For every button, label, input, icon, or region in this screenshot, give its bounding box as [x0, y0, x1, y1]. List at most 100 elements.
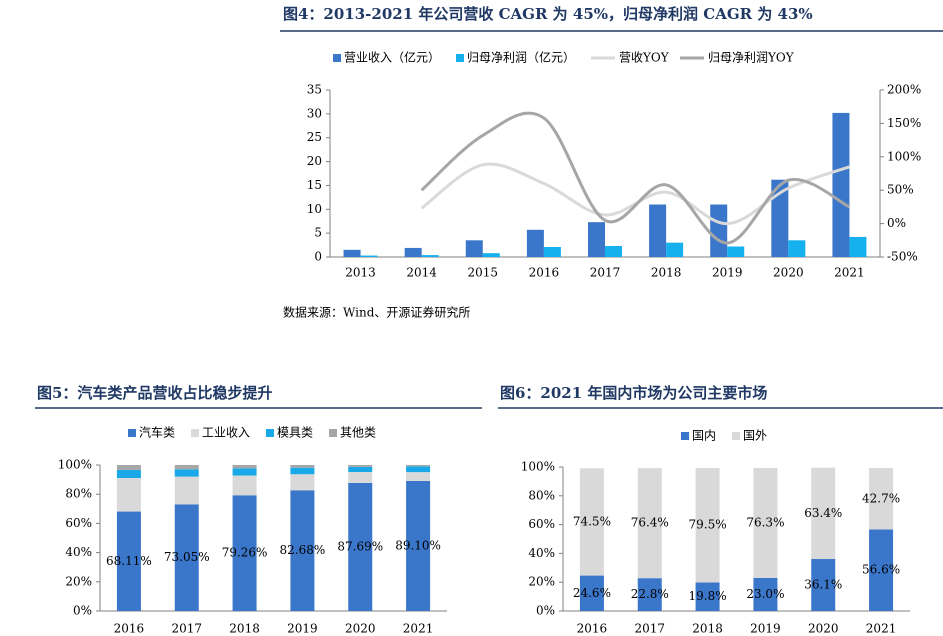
- bar: [360, 255, 378, 257]
- data-label: 24.6%: [573, 586, 611, 600]
- bar-segment: [869, 529, 894, 611]
- x-tick-label: 2018: [692, 622, 723, 636]
- data-label: 73.05%: [164, 550, 210, 564]
- bar-segment: [116, 477, 141, 512]
- y-tick-label: 20%: [65, 574, 92, 588]
- x-tick-label: 2019: [287, 622, 318, 636]
- bar: [666, 242, 684, 257]
- x-tick-label: 2013: [345, 266, 376, 280]
- x-tick-label: 2016: [577, 622, 608, 636]
- y-tick-label: 40%: [528, 546, 555, 560]
- bar-segment: [116, 511, 141, 611]
- bar-segment: [116, 469, 141, 478]
- bar: [404, 247, 422, 257]
- bar: [649, 204, 667, 257]
- bar-segment: [174, 504, 199, 611]
- legend-swatch: [732, 432, 740, 440]
- chart-title: 图4：2013-2021 年公司营收 CAGR 为 45%，归母净利润 CAGR…: [283, 5, 813, 23]
- legend-swatch: [266, 429, 274, 437]
- bar-segment: [232, 468, 257, 476]
- x-tick-label: 2021: [403, 622, 434, 636]
- legend-swatch: [681, 432, 689, 440]
- y2-tick-label: 50%: [887, 183, 914, 197]
- line-series: [420, 111, 851, 245]
- y-tick-label: 20%: [528, 575, 555, 589]
- legend-label: 归母净利润YOY: [708, 51, 795, 65]
- y-tick-label: 5: [314, 226, 322, 240]
- data-label: 36.1%: [804, 578, 842, 592]
- bar-segment: [290, 474, 315, 491]
- legend-label: 工业收入: [202, 426, 250, 440]
- bar-segment: [869, 468, 894, 530]
- data-label: 79.5%: [689, 518, 727, 532]
- data-label: 68.11%: [106, 554, 152, 568]
- y-tick-label: 100%: [521, 460, 555, 474]
- y-tick-label: 0: [314, 250, 322, 264]
- data-label: 56.6%: [862, 563, 900, 577]
- bar: [343, 249, 361, 257]
- data-label: 76.3%: [746, 515, 784, 529]
- x-tick-label: 2016: [529, 266, 560, 280]
- y2-tick-label: 200%: [887, 83, 921, 97]
- legend-swatch: [128, 429, 136, 437]
- source-note: 数据来源：Wind、开源证券研究所: [283, 305, 470, 320]
- x-tick-label: 2017: [171, 622, 202, 636]
- bar-segment: [174, 469, 199, 477]
- y-tick-label: 80%: [528, 488, 555, 502]
- y-tick-label: 10: [307, 202, 322, 216]
- bar: [482, 253, 500, 257]
- y2-tick-label: 100%: [887, 149, 921, 163]
- x-tick-label: 2018: [229, 622, 260, 636]
- bar-segment: [290, 490, 315, 611]
- data-label: 76.4%: [631, 516, 669, 530]
- y-tick-label: 100%: [58, 458, 92, 472]
- data-label: 82.68%: [280, 543, 326, 557]
- bar: [526, 229, 544, 257]
- x-tick-label: 2019: [750, 622, 781, 636]
- bar: [588, 222, 605, 257]
- data-label: 63.4%: [804, 506, 842, 520]
- bar-segment: [174, 476, 199, 505]
- legend-label: 其他类: [340, 426, 376, 440]
- bar: [849, 236, 867, 257]
- bar-segment: [116, 465, 141, 470]
- y-tick-label: 60%: [528, 517, 555, 531]
- bar: [727, 246, 745, 257]
- bar-segment: [348, 466, 373, 473]
- bar-segment: [695, 582, 720, 611]
- bar-segment: [348, 472, 373, 483]
- x-tick-label: 2017: [590, 266, 621, 280]
- bar: [788, 240, 806, 257]
- data-label: 22.8%: [631, 587, 669, 601]
- y2-tick-label: 0%: [887, 216, 906, 230]
- bar-segment: [232, 465, 257, 469]
- y-tick-label: 15: [307, 178, 322, 192]
- bar: [605, 246, 622, 257]
- y-tick-label: 80%: [65, 487, 92, 501]
- bar-segment: [406, 465, 431, 467]
- bar-segment: [811, 467, 836, 560]
- y-tick-label: 40%: [65, 545, 92, 559]
- data-label: 74.5%: [573, 514, 611, 528]
- y-tick-label: 20: [307, 154, 322, 168]
- legend-label: 营收YOY: [619, 51, 670, 65]
- legend-label: 营业收入（亿元）: [344, 50, 440, 65]
- data-label: 87.69%: [337, 539, 383, 553]
- bar-segment: [290, 465, 315, 468]
- bar-segment: [695, 468, 720, 583]
- x-tick-label: 2020: [808, 622, 839, 636]
- legend-swatch: [456, 54, 464, 62]
- x-tick-label: 2014: [406, 266, 437, 280]
- bar-segment: [753, 468, 778, 578]
- x-tick-label: 2020: [345, 622, 376, 636]
- data-label: 42.7%: [862, 491, 900, 505]
- x-tick-label: 2018: [651, 266, 682, 280]
- legend-swatch: [191, 429, 199, 437]
- y2-tick-label: -50%: [887, 250, 918, 264]
- bar-segment: [753, 577, 778, 611]
- x-tick-label: 2020: [773, 266, 804, 280]
- bar-segment: [348, 465, 373, 467]
- bar-segment: [348, 482, 373, 611]
- x-tick-label: 2017: [634, 622, 665, 636]
